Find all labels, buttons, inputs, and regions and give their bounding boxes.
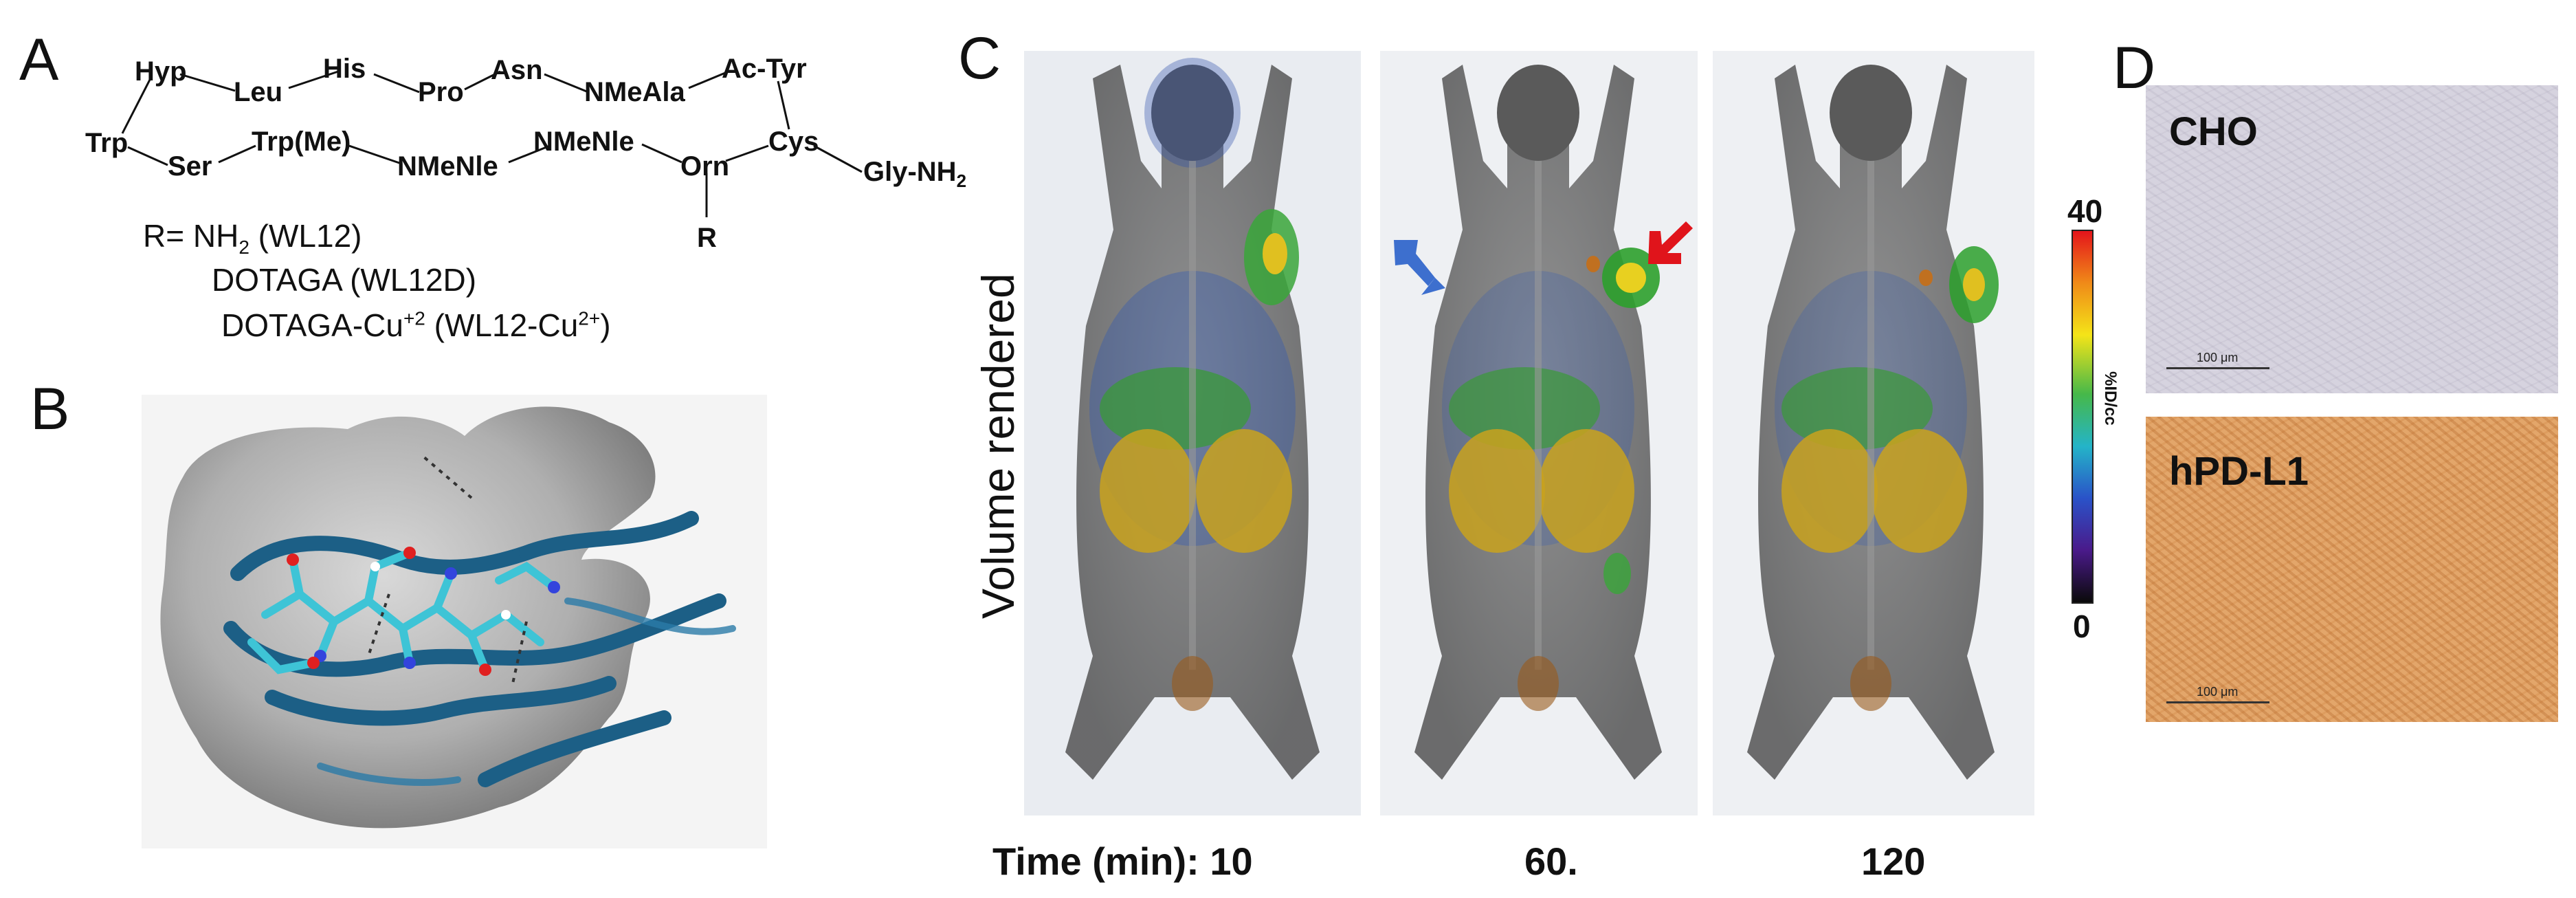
residue-nmeala: NMeAla — [584, 77, 685, 107]
time-label-60: 60. — [1524, 840, 1578, 883]
r-group-label: R — [697, 223, 717, 253]
panel-label-b: B — [30, 376, 70, 442]
residue-his: His — [323, 54, 366, 84]
blue-arrow-icon — [1394, 240, 1445, 295]
color-scale-bar — [2072, 230, 2094, 604]
protein-peptide-render — [142, 395, 767, 848]
pet-image-60min — [1380, 51, 1698, 815]
residue-trp: Trp — [85, 128, 129, 158]
scale-bar-hpd-l1-label: 100 μm — [2197, 685, 2239, 699]
time-label-10: Time (min): 10 — [992, 840, 1253, 883]
residue-nmenle-1: NMeNle — [397, 151, 498, 182]
residue-asn: Asn — [491, 55, 543, 85]
residue-pro: Pro — [418, 77, 464, 107]
time-label-120: 120 — [1861, 840, 1926, 883]
red-arrow-icon — [1648, 221, 1693, 264]
scale-bar-cho-label: 100 μm — [2197, 351, 2239, 364]
residue-gly-nh2: Gly-NH2 — [863, 157, 967, 191]
residue-nmenle-2: NMeNle — [533, 127, 634, 157]
scale-bar-cho — [2166, 367, 2269, 369]
r-definition-wl12: R= NH2 (WL12) — [143, 218, 362, 259]
r-definition-wl12-cu: DOTAGA-Cu+2 (WL12-Cu2+) — [221, 307, 611, 343]
residue-cys: Cys — [768, 127, 819, 157]
scale-bar-hpd-l1 — [2166, 701, 2269, 703]
micrograph-cho: CHO 100 μm — [2146, 85, 2558, 393]
pet-image-10min — [1024, 51, 1361, 815]
scale-min-label: 0 — [2073, 609, 2091, 644]
residue-ser: Ser — [168, 151, 212, 182]
micrograph-hpd-l1-label: hPD-L1 — [2169, 449, 2309, 494]
scale-max-label: 40 — [2067, 193, 2103, 229]
residue-trp-me: Trp(Me) — [252, 127, 351, 157]
residue-hyp: Hyp — [135, 56, 187, 87]
panel-label-a: A — [19, 27, 59, 93]
scale-unit-label: %ID/cc — [2101, 371, 2120, 426]
r-definition-wl12d: DOTAGA (WL12D) — [212, 262, 477, 298]
panel-label-c: C — [958, 25, 1001, 91]
pet-image-120min — [1713, 51, 2034, 815]
residue-orn: Orn — [680, 151, 730, 182]
volume-rendered-label: Volume rendered — [973, 273, 1023, 619]
peptide-structure — [121, 70, 863, 217]
micrograph-cho-label: CHO — [2169, 109, 2258, 154]
residue-leu: Leu — [234, 77, 283, 107]
micrograph-hpd-l1: hPD-L1 100 μm — [2146, 417, 2558, 722]
residue-ac-tyr: Ac-Tyr — [722, 54, 807, 84]
